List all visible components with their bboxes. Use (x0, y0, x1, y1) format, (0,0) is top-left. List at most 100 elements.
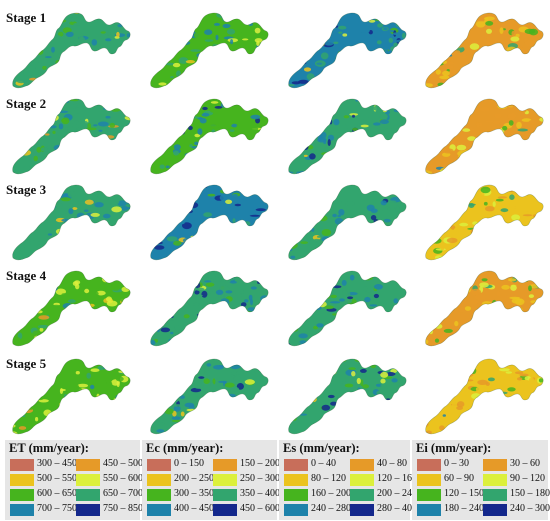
pixel-patch (429, 133, 434, 140)
pixel-patch (439, 53, 444, 60)
pixel-patch (444, 386, 453, 391)
map-ei-stage-1 (425, 8, 544, 89)
pixel-patch (281, 252, 286, 257)
pixel-patch (82, 248, 94, 253)
legend-range: 400 – 450 (174, 503, 214, 514)
pixel-patch (338, 70, 349, 75)
pixel-patch (117, 61, 125, 65)
pixel-patch (459, 8, 463, 11)
pixel-patch (7, 94, 14, 96)
pixel-patch (342, 248, 351, 255)
pixel-patch (202, 123, 210, 129)
pixel-patch (98, 54, 107, 60)
pixel-patch (250, 170, 260, 174)
pixel-patch (366, 417, 378, 422)
legend-swatch (350, 489, 374, 501)
pixel-patch (377, 205, 389, 211)
pixel-patch (367, 358, 377, 361)
pixel-patch (81, 403, 91, 410)
pixel-patch (203, 188, 215, 194)
pixel-patch (102, 265, 111, 270)
pixel-patch (158, 406, 169, 410)
pixel-patch (343, 81, 348, 86)
pixel-patch (230, 421, 235, 425)
pixel-patch (246, 243, 258, 247)
pixel-patch (174, 362, 180, 365)
pixel-patch (13, 138, 21, 144)
pixel-patch (67, 191, 76, 198)
pixel-patch (162, 284, 173, 288)
pixel-patch (475, 230, 482, 234)
pixel-patch (34, 352, 41, 354)
pixel-patch (540, 19, 544, 23)
pixel-patch (427, 109, 434, 113)
pixel-patch (441, 212, 445, 218)
pixel-patch (420, 423, 425, 427)
pixel-patch (126, 230, 131, 235)
pixel-patch (64, 84, 73, 88)
pixel-patch (81, 254, 85, 259)
pixel-patch (376, 264, 383, 269)
pixel-patch (129, 371, 131, 377)
pixel-patch (476, 121, 480, 128)
pixel-patch (304, 100, 312, 106)
pixel-patch (356, 377, 361, 385)
pixel-patch (14, 286, 20, 292)
pixel-patch (236, 314, 244, 317)
pixel-patch (124, 238, 131, 244)
pixel-patch (394, 76, 404, 80)
pixel-patch (206, 299, 211, 304)
pixel-patch (449, 202, 460, 208)
pixel-patch (425, 83, 433, 88)
pixel-patch (261, 331, 269, 335)
pixel-patch (333, 118, 340, 126)
pixel-patch (230, 39, 234, 45)
pixel-patch (42, 65, 47, 70)
pixel-patch (516, 144, 527, 150)
pixel-patch (93, 85, 99, 88)
pixel-patch (336, 230, 341, 238)
pixel-patch (466, 360, 478, 368)
pixel-patch (90, 384, 95, 390)
basin-outline (425, 98, 544, 175)
pixel-patch (384, 85, 390, 88)
pixel-patch (373, 122, 381, 126)
pixel-patch (425, 36, 427, 44)
pixel-patch (506, 273, 516, 277)
pixel-patch (383, 436, 392, 438)
pixel-patch (489, 242, 493, 246)
pixel-patch (61, 92, 66, 94)
pixel-patch (455, 276, 462, 282)
pixel-patch (477, 70, 486, 73)
pixel-patch (425, 55, 428, 62)
pixel-patch (12, 50, 22, 58)
pixel-patch (33, 25, 44, 33)
pixel-patch (438, 213, 443, 217)
pixel-patch (442, 366, 454, 370)
legend-swatch (284, 459, 308, 471)
pixel-patch (158, 390, 163, 395)
pixel-patch (431, 316, 437, 319)
pixel-patch (82, 252, 90, 260)
pixel-patch (60, 83, 71, 88)
pixel-patch (244, 333, 254, 339)
pixel-patch (96, 290, 106, 296)
pixel-patch (293, 143, 302, 148)
pixel-patch (449, 254, 454, 259)
pixel-patch (525, 270, 529, 275)
pixel-patch (42, 362, 53, 365)
pixel-patch (165, 6, 170, 9)
pixel-patch (156, 352, 167, 355)
pixel-patch (156, 28, 161, 35)
pixel-patch (328, 324, 333, 329)
pixel-patch (47, 335, 52, 342)
legend-range: 750 – 850 (103, 503, 143, 514)
pixel-patch (27, 396, 32, 400)
pixel-patch (187, 337, 195, 344)
pixel-patch (54, 436, 65, 438)
pixel-patch (395, 358, 407, 361)
pixel-patch (374, 151, 378, 156)
pixel-patch (450, 225, 456, 230)
pixel-patch (379, 101, 386, 106)
pixel-patch (56, 132, 62, 136)
